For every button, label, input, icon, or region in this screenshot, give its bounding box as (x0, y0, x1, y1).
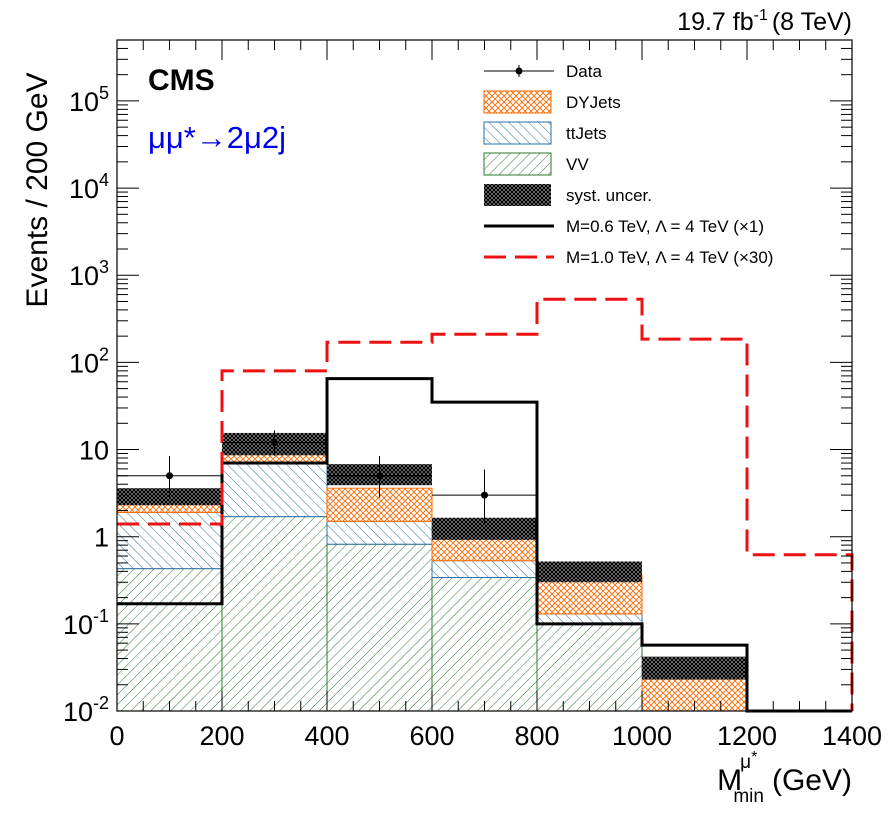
legend-entry-5: M=0.6 TeV, Λ = 4 TeV (×1) (484, 217, 764, 236)
stack-bar-tt-2 (326, 520, 433, 545)
legend-label-4: syst. uncer. (566, 186, 652, 205)
data-point-1 (271, 439, 278, 447)
y-tick-label-2: 1 (94, 523, 109, 553)
legend-swatch-data-marker (515, 67, 523, 75)
x-axis-title: Mμ* min (GeV) (717, 749, 852, 807)
lumi-label: 19.7 fb-1 (8 TeV) (677, 7, 852, 36)
experiment-label: CMS (148, 64, 215, 97)
process-label: μμ*→2μ2j (148, 120, 286, 155)
x-tick-label-0: 0 (109, 721, 124, 751)
syst-band-4 (537, 561, 642, 583)
syst-band-5 (642, 656, 747, 680)
x-tick-label-3: 600 (409, 721, 454, 751)
x-axis-title-sup-star: * (751, 749, 757, 766)
stack-bar-vv-1 (221, 516, 328, 712)
y-tick-label-1: 10-1 (63, 606, 109, 640)
y-tick-label-7: 105 (69, 83, 109, 117)
syst-band-3 (432, 517, 537, 540)
x-axis-title-main: M (717, 764, 742, 797)
stack-bar-tt-0 (116, 511, 223, 570)
lumi-exponent: -1 (754, 7, 768, 24)
legend-label-2: ttJets (566, 124, 607, 143)
stack-bar-vv-4 (536, 623, 643, 712)
x-tick-label-4: 800 (514, 721, 559, 751)
legend-swatch-hatch-vv (483, 152, 552, 176)
legend-swatch-hatch-dy (483, 90, 552, 114)
x-tick-label-6: 1200 (717, 721, 777, 751)
data-point-2 (376, 472, 383, 480)
x-axis-title-unit: (GeV) (772, 764, 852, 797)
signal-line-1 (117, 297, 854, 711)
x-tick-label-5: 1000 (612, 721, 672, 751)
y-tick-label-3: 10 (79, 436, 109, 466)
lumi-value: 19.7 fb (677, 8, 753, 36)
stack-bar-vv-3 (431, 577, 538, 712)
data-point-3 (481, 491, 488, 499)
stack-bar-vv-2 (326, 543, 433, 712)
x-tick-label-1: 200 (199, 721, 244, 751)
y-axis-title: Events / 200 GeV (21, 72, 54, 307)
y-tick-label-4: 102 (69, 344, 109, 378)
y-axis: 10-2 10-1 1 10 102 103 104 105 (63, 39, 852, 727)
legend-entry-4: syst. uncer. (484, 184, 652, 206)
legend-entry-2: ttJets (483, 121, 607, 145)
signal-layer (117, 297, 854, 713)
x-tick-label-7: 1400 (822, 721, 882, 751)
legend-entry-6: M=1.0 TeV, Λ = 4 TeV (×30) (484, 248, 773, 267)
x-tick-label-2: 400 (304, 721, 349, 751)
x-axis: 0 200 400 600 800 1000 1200 1400 (109, 40, 882, 751)
x-axis-title-sup: μ (740, 752, 751, 773)
legend-entry-3: VV (483, 152, 589, 176)
data-layer (117, 430, 537, 524)
y-tick-label-6: 104 (69, 170, 109, 204)
stack-bar-tt-1 (221, 462, 328, 518)
legend-label-6: M=1.0 TeV, Λ = 4 TeV (×30) (566, 248, 773, 267)
stack-bar-dy-3 (431, 536, 538, 562)
legend-label-1: DYJets (566, 93, 621, 112)
y-tick-label-0: 10-2 (63, 693, 109, 727)
legend-entry-0: Data (484, 62, 602, 81)
stack-layer (116, 449, 748, 712)
stack-bar-vv-0 (116, 568, 223, 712)
lumi-energy: (8 TeV) (772, 8, 852, 36)
data-point-0 (166, 472, 173, 480)
stack-bar-tt-3 (431, 560, 538, 579)
legend-label-3: VV (566, 155, 589, 174)
x-axis-title-sub: min (733, 786, 764, 807)
legend-swatch-hatch-tt (483, 121, 552, 145)
legend: Data DYJets ttJets VV syst. uncer. M=0.6 TeV,… (483, 62, 773, 267)
legend-label-0: Data (566, 62, 602, 81)
y-tick-label-5: 103 (69, 257, 109, 291)
legend-entry-1: DYJets (483, 90, 621, 114)
legend-swatch-hatch-syst (484, 184, 551, 206)
signal-line-0 (117, 377, 852, 713)
legend-label-5: M=0.6 TeV, Λ = 4 TeV (×1) (566, 217, 764, 236)
